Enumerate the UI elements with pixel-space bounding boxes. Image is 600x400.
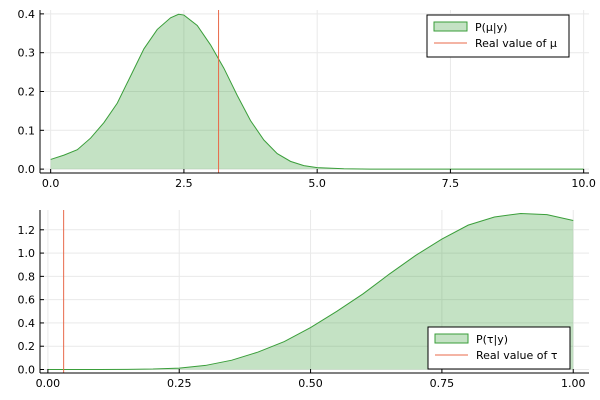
chart-0-x-tick-label: 0.0 [42, 177, 60, 190]
chart-1-x-tick-label: 1.00 [561, 377, 586, 390]
chart-1-y-tick-label: 1.0 [18, 247, 36, 260]
chart-1-y-tick-label: 0.0 [18, 364, 36, 377]
chart-0-y-tick-label: 0.4 [18, 8, 36, 21]
chart-0-x-tick-label: 10.0 [571, 177, 596, 190]
chart-1-x-tick-label: 0.25 [167, 377, 192, 390]
chart-1-y-tick-label: 0.4 [18, 317, 36, 330]
chart-1-y-tick-label: 1.2 [18, 224, 36, 237]
chart-1-series-line [47, 212, 574, 371]
chart-1-y-tick-label: 0.6 [18, 294, 36, 307]
chart-1-legend-swatch-area [434, 333, 469, 344]
chart-0-series-area-fill [50, 14, 584, 170]
chart-1-x-tick-label: 0.50 [298, 377, 323, 390]
chart-0-x-tick-label: 2.5 [175, 177, 193, 190]
chart-1-x-tick-label: 0.00 [36, 377, 61, 390]
chart-0-legend-label: P(μ|y) [475, 21, 507, 34]
chart-1-legend-label: Real value of τ [476, 349, 558, 362]
chart-0-x-tick-label: 7.5 [442, 177, 460, 190]
chart-0-y-tick-label: 0.3 [18, 47, 36, 60]
chart-1-y-tick-label: 0.8 [18, 270, 36, 283]
chart-0-y-tick-label: 0.2 [18, 86, 36, 99]
chart-1-legend: P(τ|y) Real value of τ [427, 326, 571, 370]
chart-1-x-tick-label: 0.75 [430, 377, 455, 390]
chart-0-legend-label: Real value of μ [475, 37, 557, 50]
chart-0-legend: P(μ|y) Real value of μ [426, 14, 570, 58]
chart-1-legend-label: P(τ|y) [476, 333, 508, 346]
chart-1-y-tick-label: 0.2 [18, 340, 36, 353]
chart-panel-mu: 0.0 2.5 5.0 7.5 10.0 0.0 0.1 0.2 0.3 0.4 P(μ|y) Rea… [18, 8, 596, 190]
chart-panel-tau: 0.00 0.25 0.50 0.75 1.00 0.0 0.2 0.4 0.6 0.8 1.0 1.… [18, 210, 589, 390]
chart-0-y-tick-label: 0.0 [18, 163, 36, 176]
chart-0-y-tick-label: 0.1 [18, 124, 36, 137]
chart-0-legend-swatch-area [433, 21, 468, 32]
chart-0-x-tick-label: 5.0 [308, 177, 326, 190]
chart-0-series-line [50, 13, 584, 170]
